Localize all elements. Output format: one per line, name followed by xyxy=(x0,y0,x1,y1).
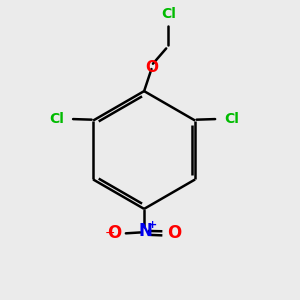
Text: O: O xyxy=(107,224,121,242)
Text: +: + xyxy=(148,220,158,230)
Text: O: O xyxy=(145,60,158,75)
Text: N: N xyxy=(138,222,152,240)
Text: −: − xyxy=(105,227,116,240)
Text: Cl: Cl xyxy=(224,112,239,126)
Text: Cl: Cl xyxy=(50,112,64,126)
Text: Cl: Cl xyxy=(162,7,177,21)
Text: O: O xyxy=(167,224,181,242)
